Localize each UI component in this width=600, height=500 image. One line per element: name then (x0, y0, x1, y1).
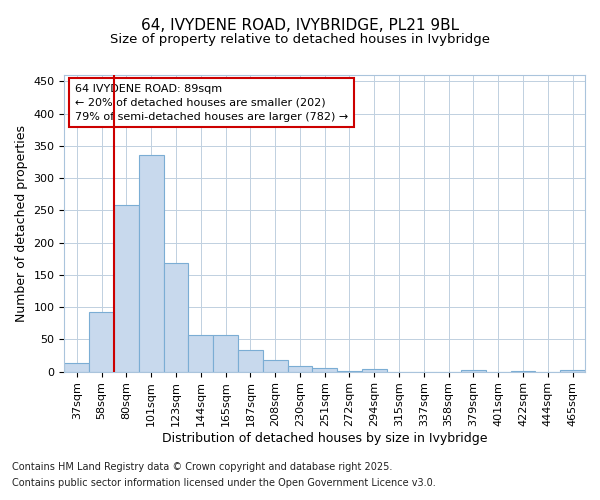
Bar (461, 370, 486, 372)
Bar (362, 369, 386, 372)
Bar (337, 371, 362, 372)
Bar (511, 371, 535, 372)
Bar (313, 368, 337, 372)
Bar (560, 370, 585, 372)
Bar (287, 366, 313, 372)
Y-axis label: Number of detached properties: Number of detached properties (15, 125, 28, 322)
Bar (114, 205, 139, 372)
Bar (238, 350, 263, 372)
Text: 64 IVYDENE ROAD: 89sqm
← 20% of detached houses are smaller (202)
79% of semi-de: 64 IVYDENE ROAD: 89sqm ← 20% of detached… (75, 84, 348, 122)
Text: 64, IVYDENE ROAD, IVYBRIDGE, PL21 9BL: 64, IVYDENE ROAD, IVYBRIDGE, PL21 9BL (141, 18, 459, 32)
Bar (188, 335, 213, 372)
Text: Contains public sector information licensed under the Open Government Licence v3: Contains public sector information licen… (12, 478, 436, 488)
Bar (164, 264, 188, 372)
Bar (213, 335, 238, 372)
Bar (139, 155, 164, 372)
Bar (263, 360, 287, 372)
Bar (64, 363, 89, 372)
Bar (89, 312, 114, 372)
X-axis label: Distribution of detached houses by size in Ivybridge: Distribution of detached houses by size … (162, 432, 487, 445)
Text: Size of property relative to detached houses in Ivybridge: Size of property relative to detached ho… (110, 32, 490, 46)
Text: Contains HM Land Registry data © Crown copyright and database right 2025.: Contains HM Land Registry data © Crown c… (12, 462, 392, 472)
